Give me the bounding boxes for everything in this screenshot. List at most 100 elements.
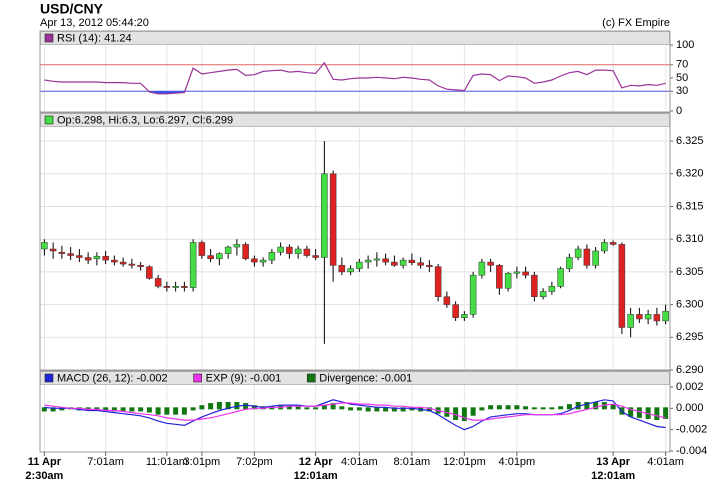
panel-border [39, 112, 671, 371]
y-tick-label: 6.310 [676, 233, 704, 245]
candle-body [513, 271, 521, 274]
candle-body [548, 286, 556, 292]
y-tick-label: 70 [676, 59, 688, 71]
y-tick-label: 0.000 [676, 402, 704, 414]
divergence-bar [453, 407, 459, 420]
divergence-bar [426, 407, 432, 412]
divergence-bar [496, 405, 502, 410]
candle-body [58, 252, 66, 254]
candle-body [286, 246, 293, 254]
candle-body [321, 173, 328, 258]
y-tick-label: 6.315 [676, 200, 704, 212]
series-line [44, 61, 666, 95]
divergence-bar [120, 407, 126, 412]
candle-body [531, 274, 538, 297]
candle-body [399, 259, 407, 266]
x-tick-label: 8:01am [393, 456, 431, 468]
y-tick-label: 6.300 [676, 299, 704, 311]
candle-body [76, 255, 83, 258]
candle-body [137, 265, 144, 267]
candle-body [662, 310, 669, 322]
y-tick-label: 6.325 [676, 135, 704, 147]
candle-body [644, 314, 652, 320]
divergence-bar [391, 407, 397, 412]
legend-label: MACD (26, 12): -0.002 [57, 372, 168, 384]
candle-body [469, 274, 477, 315]
candle-body [478, 261, 486, 276]
x-tick-label: 4:01am [647, 456, 684, 468]
candle-body [181, 286, 188, 288]
legend-label: Op:6.298, Hi:6.3, Lo:6.297, Cl:6.299 [57, 114, 233, 126]
candle-body [67, 253, 74, 256]
divergence-bar [654, 407, 660, 420]
candle-body [391, 261, 398, 266]
y-tick-label: -0.004 [676, 445, 707, 457]
divergence-bar [155, 407, 161, 415]
oversold-fill [44, 91, 666, 94]
candle-body [329, 173, 337, 266]
divergence-bar [628, 407, 634, 417]
candle-body [49, 248, 57, 252]
candle-body [566, 257, 573, 269]
candle-body [426, 265, 433, 267]
divergence-bar [339, 406, 345, 410]
candle-body [583, 248, 591, 266]
divergence-bar [531, 407, 537, 410]
candle-body [172, 286, 179, 288]
panel-border [39, 370, 671, 453]
x-tick-label: 13 Apr 12:01am [591, 456, 636, 482]
divergence-bar [505, 405, 511, 410]
divergence-bar [181, 407, 187, 415]
candle-body [268, 252, 276, 261]
candle-body [93, 255, 101, 260]
credit: (c) FX Empire [602, 17, 670, 29]
divergence-bar [313, 407, 319, 410]
divergence-bar [146, 407, 152, 413]
candle-body [601, 242, 608, 252]
y-tick-label: 0.002 [676, 381, 704, 393]
divergence-bar [558, 406, 564, 410]
y-tick-label: 0 [676, 105, 682, 117]
candle-body [128, 263, 136, 266]
candle-body [338, 265, 346, 273]
divergence-bar [321, 405, 327, 410]
candle-body [154, 278, 162, 287]
divergence-bar [374, 407, 380, 412]
divergence-bar [225, 402, 231, 410]
candle-body [618, 244, 626, 328]
candle-body [496, 265, 503, 289]
divergence-bar [330, 403, 336, 410]
divergence-bar [295, 406, 301, 410]
candle-body [189, 242, 197, 288]
y-tick-label: 6.305 [676, 266, 704, 278]
candle-body [294, 248, 302, 254]
divergence-bar [636, 407, 642, 418]
legend-label: Divergence: -0.001 [319, 372, 412, 384]
candle-body [163, 286, 171, 288]
divergence-bar [566, 404, 572, 410]
y-tick-label: 30 [676, 85, 688, 97]
candle-body [461, 314, 468, 318]
divergence-bar [593, 402, 599, 410]
divergence-bar [243, 403, 249, 410]
divergence-bar [208, 403, 214, 410]
divergence-bar [365, 407, 371, 412]
candle-body [408, 259, 416, 263]
divergence-bar [103, 407, 109, 411]
legend-swatch [44, 373, 54, 383]
candle-body [84, 257, 92, 261]
legend-swatch [44, 115, 54, 125]
divergence-bar [41, 407, 47, 412]
candle-body [347, 268, 354, 273]
divergence-bar [488, 405, 494, 410]
candle-body [382, 258, 389, 263]
series-line [44, 399, 666, 431]
y-tick-label: -0.002 [676, 424, 707, 436]
candle-body [119, 261, 127, 265]
legend-swatch [193, 373, 202, 383]
candle-body [364, 259, 372, 263]
x-tick-label: 7:02pm [236, 456, 273, 468]
candle-body [277, 246, 284, 253]
